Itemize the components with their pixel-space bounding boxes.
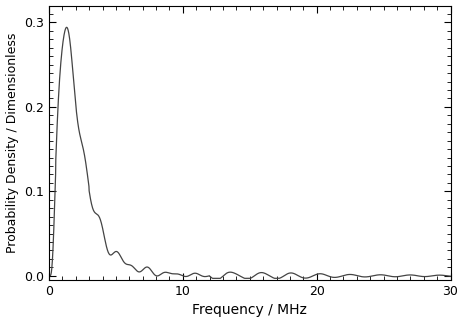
- Y-axis label: Probability Density / Dimensionless: Probability Density / Dimensionless: [6, 33, 19, 253]
- X-axis label: Frequency / MHz: Frequency / MHz: [192, 303, 307, 318]
